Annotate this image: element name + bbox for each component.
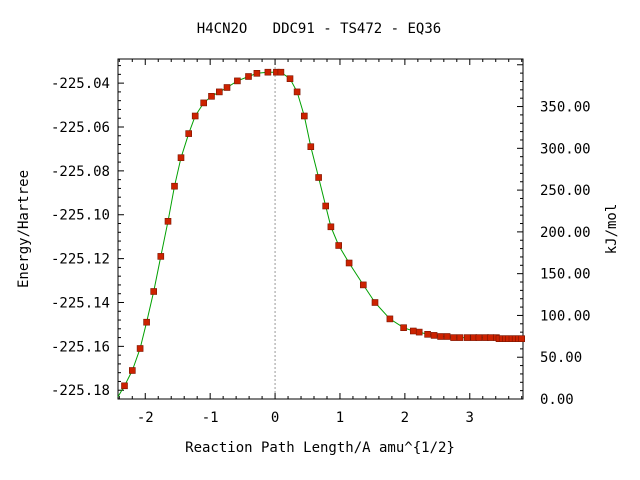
y-tick-label: -225.10 [51, 208, 110, 224]
points-layer [121, 68, 526, 390]
data-point [121, 382, 128, 390]
data-point [450, 334, 457, 341]
data-point [443, 333, 451, 340]
data-point [286, 75, 294, 82]
y-right-tick-label: 100.00 [540, 308, 591, 324]
data-point [234, 77, 241, 85]
y-tick-label: -225.18 [51, 383, 110, 399]
y-right-axis-label: kJ/mol [604, 204, 620, 255]
y-tick-label: -225.06 [51, 120, 110, 136]
data-point [345, 259, 353, 267]
chart-title: H4CN2O DDC91 - TS472 - EQ36 [197, 21, 441, 37]
data-point [359, 281, 367, 289]
axes-layer: -2 -1 0 1 2 3 -225.04 -225.06 -225.08 -225.10 -225… [51, 59, 591, 426]
data-point [216, 88, 223, 96]
data-point [200, 99, 207, 107]
data-point [157, 253, 165, 260]
data-point [150, 288, 157, 295]
data-point [129, 367, 136, 374]
x-tick-label: -1 [202, 410, 219, 426]
y-right-tick-label: 200.00 [540, 225, 591, 241]
data-point [518, 335, 526, 343]
data-point [463, 334, 471, 341]
data-point [409, 327, 417, 335]
y-right-tick-label: 250.00 [540, 183, 591, 199]
data-point [307, 143, 315, 150]
data-point [245, 73, 252, 80]
x-tick-label: 0 [271, 410, 279, 426]
data-point [327, 223, 335, 231]
data-point [371, 299, 379, 306]
y-right-tick-label: 50.00 [540, 350, 582, 366]
data-point [400, 324, 407, 332]
x-tick-label: 2 [401, 410, 409, 426]
y-tick-label: -225.12 [51, 252, 110, 268]
x-tick-label: -2 [137, 410, 154, 426]
data-point [171, 182, 178, 190]
y-tick-label: -225.04 [51, 76, 110, 92]
data-point [164, 218, 172, 225]
data-point [293, 88, 301, 96]
data-point [136, 345, 144, 352]
data-point [487, 334, 494, 341]
data-point [208, 93, 215, 100]
y-tick-label: -225.14 [51, 295, 110, 311]
y-axis-label: Energy/Hartree [16, 170, 32, 288]
data-point [415, 328, 423, 336]
data-point [424, 330, 431, 338]
y-right-tick-label: 150.00 [540, 267, 591, 283]
data-point [437, 333, 444, 340]
x-tick-label: 3 [466, 410, 474, 426]
y-tick-label: -225.08 [51, 164, 110, 180]
series-line [117, 71, 523, 398]
data-point [143, 318, 150, 326]
y-right-tick-label: 0.00 [540, 392, 574, 408]
data-point [264, 68, 272, 76]
data-point [185, 130, 192, 137]
x-tick-label: 1 [336, 410, 344, 426]
data-point [315, 174, 322, 181]
data-point [177, 154, 185, 161]
data-point [335, 242, 343, 249]
y-tick-label: -225.16 [51, 339, 110, 355]
data-point [223, 84, 231, 91]
y-right-tick-label: 300.00 [540, 141, 591, 157]
data-point [191, 112, 199, 120]
data-point [322, 202, 330, 210]
data-point [300, 112, 308, 120]
data-point [430, 332, 438, 339]
data-point [277, 68, 285, 76]
x-axis-label: Reaction Path Length/A amu^{1/2} [185, 440, 455, 456]
y-right-tick-label: 350.00 [540, 100, 591, 116]
data-point [475, 334, 483, 341]
plot-frame [117, 58, 524, 400]
data-point [386, 315, 394, 323]
data-point [253, 70, 261, 77]
data-point [456, 334, 464, 341]
